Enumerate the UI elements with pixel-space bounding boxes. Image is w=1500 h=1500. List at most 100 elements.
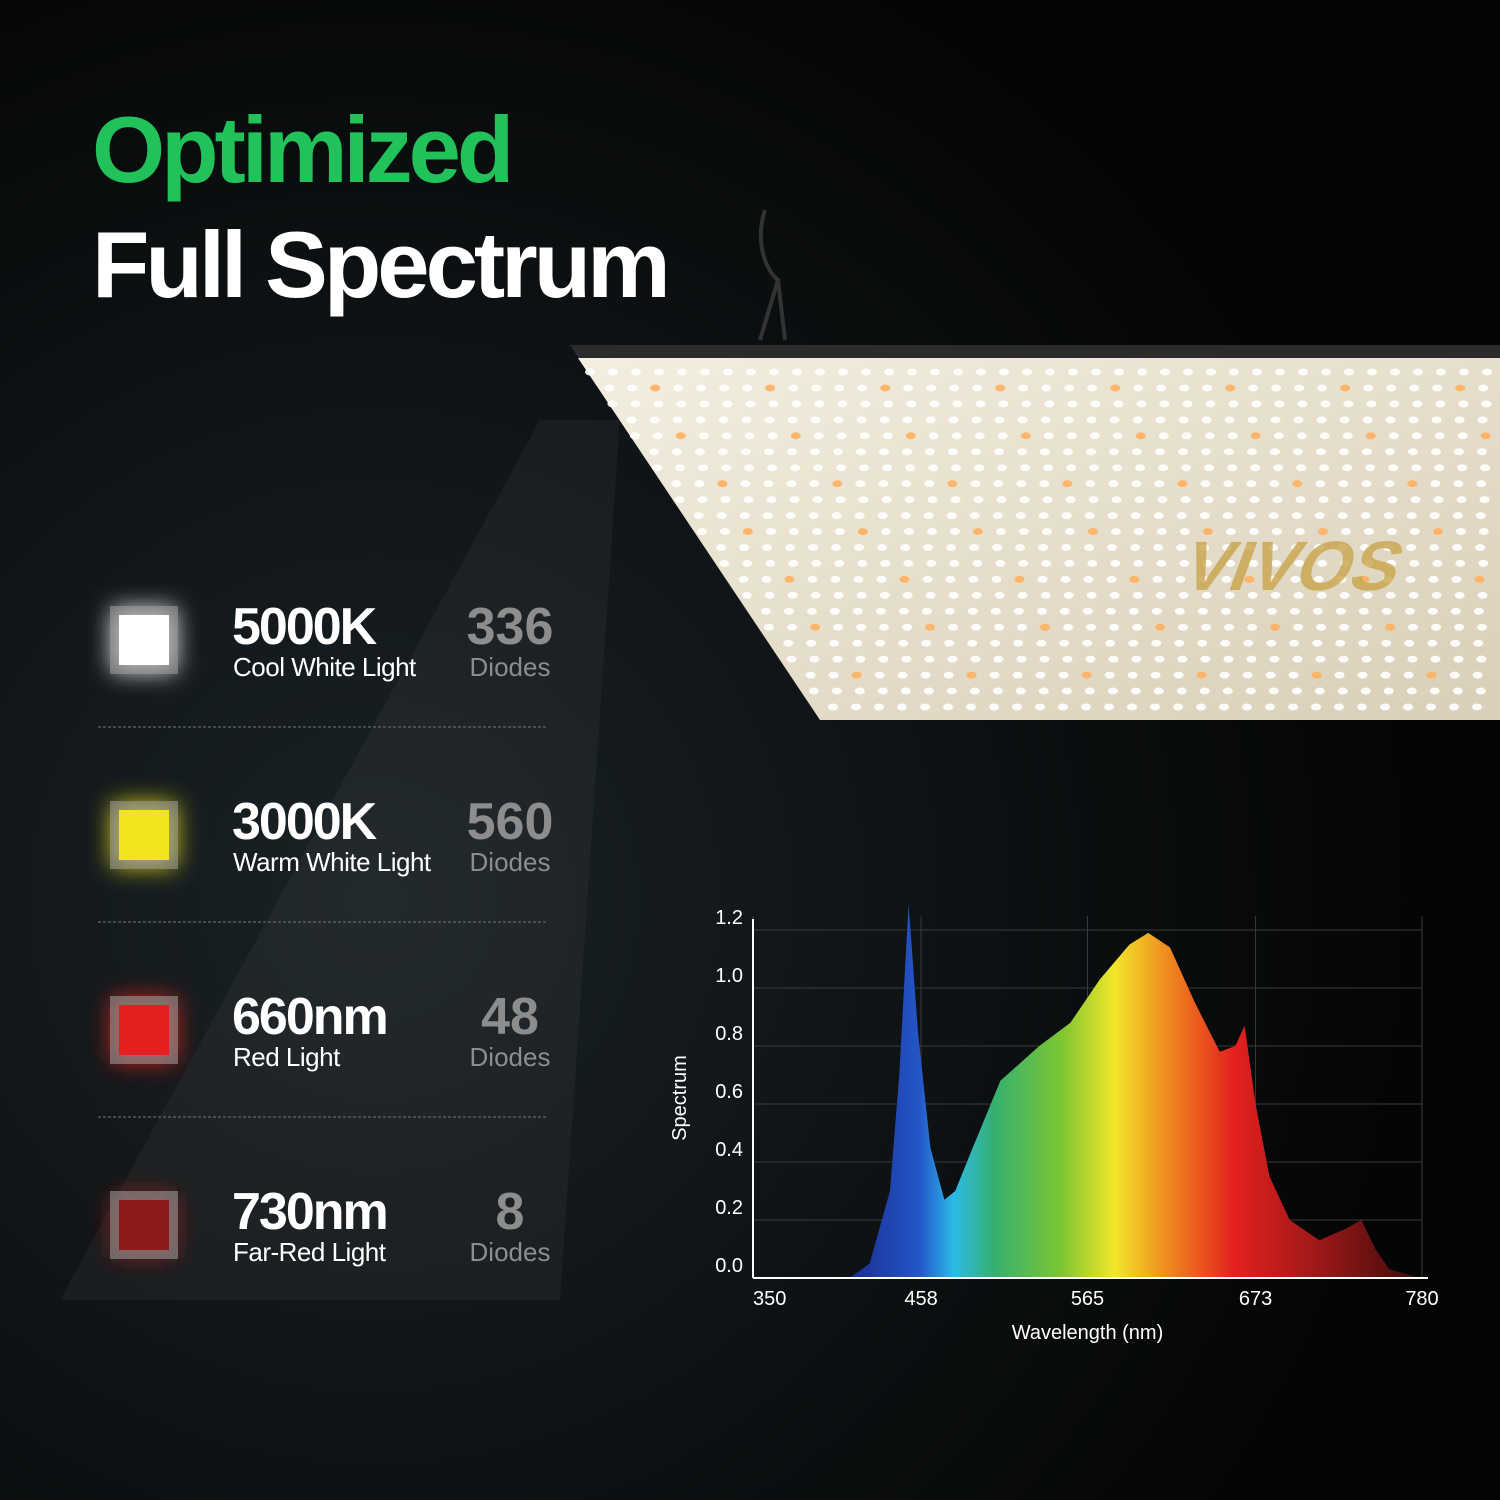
led bbox=[878, 480, 889, 488]
diode-name: 3000K bbox=[232, 793, 378, 851]
led bbox=[806, 639, 817, 647]
led bbox=[1269, 655, 1280, 663]
led bbox=[1388, 464, 1399, 472]
led bbox=[1311, 671, 1322, 679]
led bbox=[881, 496, 892, 504]
led bbox=[813, 432, 824, 440]
led bbox=[1247, 623, 1258, 631]
led bbox=[1106, 575, 1117, 583]
led bbox=[761, 575, 772, 583]
led bbox=[899, 575, 910, 583]
led bbox=[1315, 480, 1326, 488]
led bbox=[902, 591, 913, 599]
led bbox=[1403, 671, 1414, 679]
led bbox=[1110, 559, 1121, 567]
led bbox=[859, 464, 870, 472]
led bbox=[1339, 623, 1350, 631]
led bbox=[1363, 528, 1374, 536]
x-tick-label: 673 bbox=[1239, 1288, 1272, 1310]
led bbox=[832, 480, 843, 488]
led bbox=[1453, 655, 1464, 663]
led bbox=[1476, 480, 1487, 488]
led bbox=[1178, 591, 1189, 599]
led bbox=[1383, 687, 1394, 695]
led bbox=[1039, 448, 1050, 456]
led bbox=[1040, 416, 1051, 424]
led bbox=[966, 671, 977, 679]
light-beam bbox=[60, 420, 620, 1300]
led bbox=[857, 528, 868, 536]
led bbox=[943, 671, 954, 679]
led bbox=[768, 400, 779, 408]
led bbox=[1457, 464, 1468, 472]
led bbox=[649, 416, 660, 424]
led bbox=[1289, 639, 1300, 647]
led bbox=[1247, 591, 1258, 599]
led bbox=[1177, 448, 1188, 456]
led bbox=[1037, 575, 1048, 583]
led bbox=[852, 607, 863, 615]
led bbox=[1450, 639, 1461, 647]
led bbox=[879, 591, 890, 599]
led bbox=[1436, 368, 1446, 376]
led bbox=[1475, 543, 1486, 551]
led bbox=[971, 623, 982, 631]
diode-name: 730nm bbox=[232, 1183, 387, 1241]
led bbox=[879, 416, 890, 424]
led bbox=[1242, 671, 1253, 679]
led bbox=[1045, 368, 1055, 376]
led bbox=[879, 623, 890, 631]
led bbox=[994, 623, 1005, 631]
led bbox=[836, 464, 847, 472]
led bbox=[992, 512, 1003, 520]
led bbox=[1404, 607, 1415, 615]
led bbox=[1150, 671, 1161, 679]
led bbox=[1296, 464, 1307, 472]
led bbox=[1198, 575, 1209, 583]
led bbox=[969, 512, 980, 520]
led bbox=[905, 432, 916, 440]
led bbox=[1154, 448, 1165, 456]
led bbox=[998, 400, 1009, 408]
led bbox=[1013, 639, 1024, 647]
led bbox=[922, 575, 933, 583]
led bbox=[1406, 543, 1417, 551]
led bbox=[1109, 591, 1120, 599]
led bbox=[1340, 384, 1351, 392]
led bbox=[1390, 368, 1400, 376]
led bbox=[883, 400, 894, 408]
led bbox=[949, 384, 960, 392]
led bbox=[762, 543, 773, 551]
led bbox=[695, 416, 706, 424]
led bbox=[901, 448, 912, 456]
led bbox=[1384, 448, 1395, 456]
led bbox=[722, 400, 733, 408]
led bbox=[1225, 528, 1236, 536]
led bbox=[1294, 528, 1305, 536]
led bbox=[1091, 368, 1101, 376]
led bbox=[833, 416, 844, 424]
led bbox=[875, 639, 886, 647]
led bbox=[1205, 400, 1216, 408]
led bbox=[989, 671, 1000, 679]
led bbox=[785, 512, 796, 520]
led bbox=[1020, 464, 1031, 472]
led bbox=[1250, 432, 1261, 440]
led bbox=[694, 448, 705, 456]
spectrum-chart: 0.0 0.2 0.4 0.6 0.8 1.0 1.2 350 458 565 673 780 Wave… bbox=[669, 903, 1439, 1344]
led bbox=[723, 368, 733, 376]
spectrum-area bbox=[849, 903, 1421, 1278]
diode-description: Warm White Light bbox=[233, 847, 432, 877]
led bbox=[1315, 655, 1326, 663]
led bbox=[698, 432, 709, 440]
led bbox=[999, 368, 1009, 376]
led bbox=[1339, 416, 1350, 424]
title-line-1: Optimized bbox=[92, 97, 510, 202]
led bbox=[831, 543, 842, 551]
led bbox=[1337, 543, 1348, 551]
led bbox=[1132, 623, 1143, 631]
led bbox=[1153, 687, 1164, 695]
led bbox=[1449, 671, 1460, 679]
led bbox=[877, 543, 888, 551]
led bbox=[1314, 512, 1325, 520]
